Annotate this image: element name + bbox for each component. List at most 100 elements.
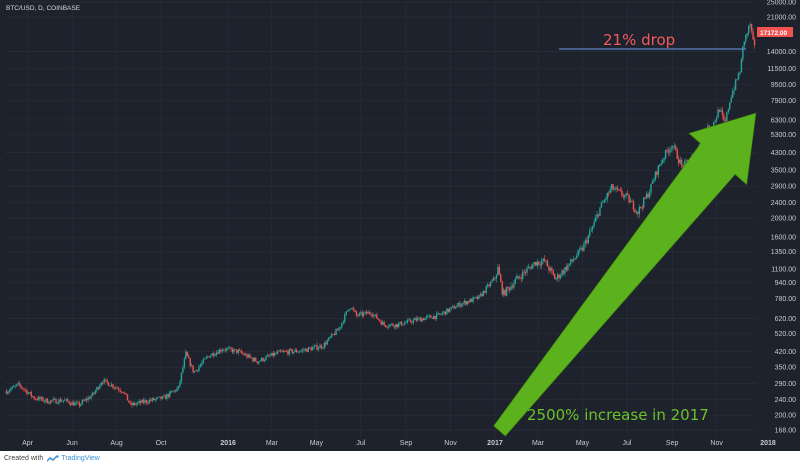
candle-body [659,165,661,166]
candle-body [198,366,200,371]
candle-body [75,402,78,404]
candle-body [667,151,670,153]
candle-body [20,385,22,388]
candle-body [419,317,422,322]
candle-body [750,24,753,32]
candle-body [96,387,98,391]
candle-body [575,256,578,259]
candle-body [326,340,328,345]
candle-body [339,327,342,329]
candle-body [605,198,607,201]
candle-body [29,392,31,393]
candle-body [52,399,54,401]
candle-body [626,193,629,195]
candle-body [281,351,283,353]
candle-body [306,348,308,352]
tradingview-brand-link[interactable]: TradingView [61,455,100,462]
candle-body [120,391,123,393]
candle-body [753,39,756,46]
candle-body [726,112,728,121]
candle-body [427,315,429,317]
candle-body [190,365,193,367]
candle-body [621,190,623,196]
candle-body [736,79,738,81]
candle-body [392,323,394,326]
y-tick-label: 4300.00 [771,150,796,157]
candle-body [49,400,51,404]
candle-body [237,350,240,353]
candle-body [666,149,668,152]
candle-body [94,390,97,394]
candle-body [600,202,603,208]
y-tick-label: 5300.00 [771,132,796,139]
candle-body [145,400,148,403]
candle-body [309,347,311,349]
candle-body [370,313,372,315]
y-tick-label: 3500.00 [771,168,796,175]
candle-body [279,350,282,352]
candle-body [157,397,159,398]
candle-body [559,275,562,279]
candle-body [523,271,525,273]
candle-body [90,396,92,399]
candle-body [597,214,600,216]
candle-body [422,318,425,321]
candle-body [250,357,253,359]
candle-body [7,391,9,394]
candle-body [17,383,19,385]
candle-body [48,403,50,405]
candle-body [447,308,450,312]
candle-body [727,109,729,113]
candle-body [323,342,326,348]
candle-body [158,396,161,398]
candle-body [469,298,471,303]
tradingview-logo-icon[interactable] [47,454,59,463]
candle-body [644,197,646,199]
y-axis: 25000.00 21000.00 14000.00 11500.00 9500.00 7… [767,0,796,435]
candle-body [244,354,247,356]
candle-body [676,149,678,159]
candle-body [65,399,67,401]
candle-body [574,258,576,260]
candle-body [195,369,197,372]
y-tick-label: 25000.00 [767,0,796,6]
candle-body [13,386,15,388]
candle-body [672,146,674,149]
y-tick-label: 420.00 [775,349,797,356]
candle-body [93,392,95,394]
candle-body [670,148,673,150]
candle-body [287,351,289,355]
candle-body [472,297,474,302]
candle-body [135,403,137,405]
candle-body [231,349,234,353]
x-tick-label: Jul [622,440,631,447]
candle-body [379,319,381,322]
price-tag [757,27,793,37]
x-tick-label: Jun [66,440,77,447]
candle-body [594,217,597,222]
candle-body [113,387,116,389]
candle-body [104,379,107,381]
candle-body [586,240,588,243]
candle-body [68,401,70,404]
candle-body [411,321,413,323]
candle-body [176,388,178,392]
candle-body [721,110,724,116]
candle-body [573,259,575,261]
candle-body [657,165,659,175]
candle-body [685,160,687,162]
candle-body [166,394,168,399]
candle-body [543,258,546,262]
candle-body [624,195,626,197]
candles [5,22,756,409]
candle-body [163,395,165,397]
y-tick-label: 7900.00 [771,98,796,105]
candle-body [504,289,506,296]
candle-body [220,349,222,352]
candle-body [654,171,657,181]
candle-body [520,277,522,279]
candle-body [269,355,272,357]
candle-body [561,270,563,276]
candle-body [348,309,350,311]
candle-body [5,391,8,394]
